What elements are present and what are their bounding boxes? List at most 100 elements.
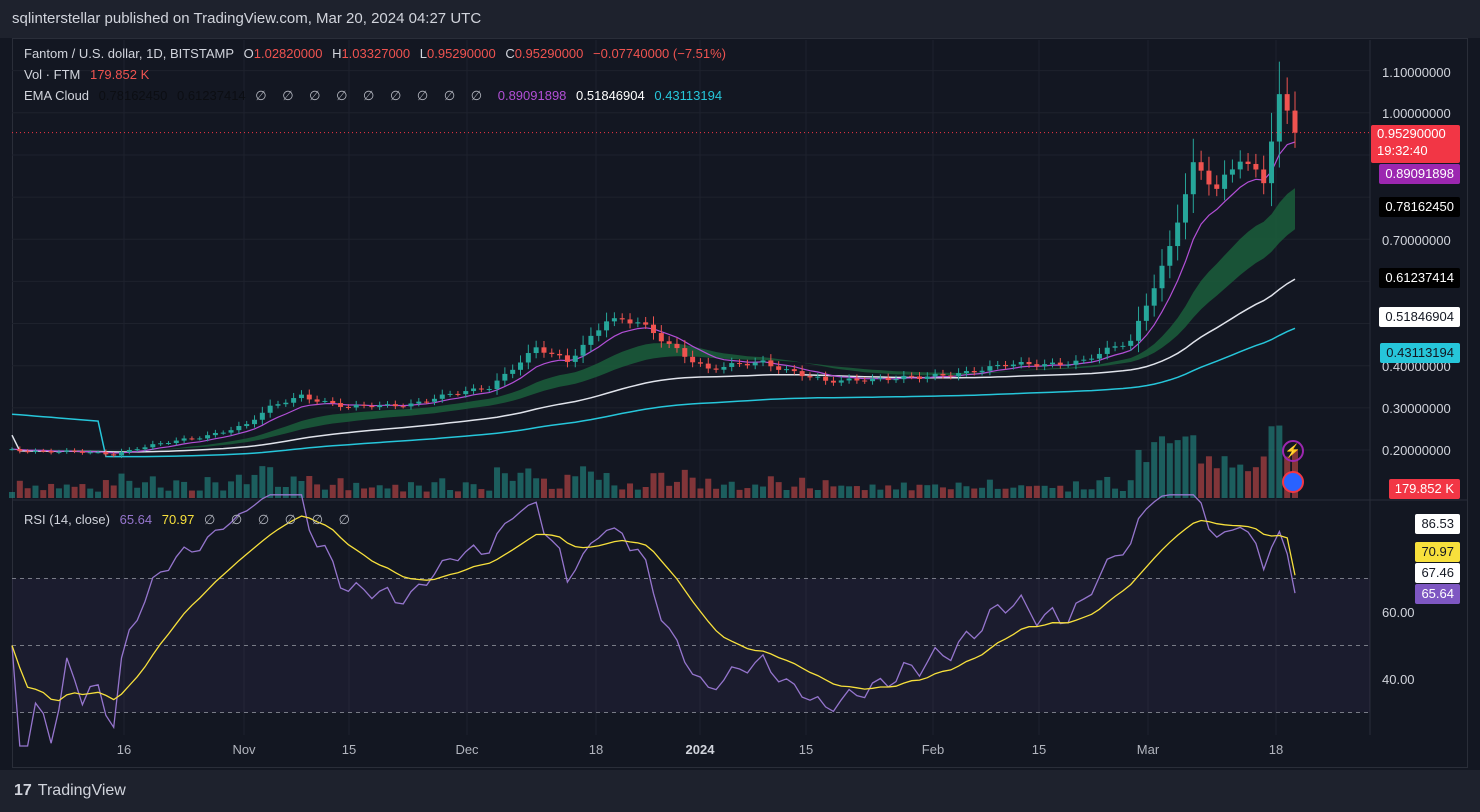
candle-body (690, 356, 696, 363)
candle-body (48, 451, 54, 453)
candle-body (729, 363, 735, 367)
candle-body (244, 424, 250, 427)
candle-body (431, 398, 437, 402)
volume-bar (274, 486, 281, 498)
x-tick-15-feb: 15 (1031, 742, 1047, 757)
volume-bar (548, 488, 555, 498)
volume-bar (1096, 480, 1103, 498)
candle-body (838, 380, 844, 383)
candle-body (1026, 361, 1032, 365)
volume-bar (736, 489, 743, 498)
volume-bar (95, 491, 102, 498)
candle-body (1089, 358, 1095, 360)
volume-bar (118, 473, 125, 498)
candle-body (862, 380, 868, 382)
volume-bar (32, 485, 39, 498)
candle-body (205, 435, 211, 439)
candle-body (604, 321, 610, 331)
volume-bar (1065, 491, 1072, 498)
candle-body (486, 389, 492, 391)
candle-body (1182, 194, 1188, 223)
ema-val-fast: 0.89091898 (497, 88, 567, 103)
candle-body (111, 454, 117, 456)
volume-bar (525, 468, 532, 498)
candle-body (1143, 305, 1149, 321)
lightning-icon[interactable]: ⚡ (1282, 440, 1304, 462)
volume-bar (204, 477, 211, 498)
candle-body (173, 440, 179, 444)
volume-bar (71, 486, 78, 498)
volume-bar (932, 484, 939, 498)
candle-body (557, 353, 563, 356)
us-flag-icon[interactable] (1282, 471, 1304, 493)
candle-body (1081, 359, 1087, 361)
candle-body (854, 378, 860, 381)
x-tick-2024: 2024 (685, 742, 715, 757)
price-tick-1.10: 1.10000000 (1382, 65, 1451, 80)
cloud-bottom-pill: 0.61237414 (1379, 268, 1460, 288)
volume-bar (384, 488, 391, 498)
volume-bar (16, 480, 23, 498)
volume-bar (893, 489, 900, 498)
candle-body (189, 438, 195, 440)
candle-body (345, 406, 351, 408)
volume-bar (173, 480, 180, 498)
candle-body (306, 394, 312, 400)
candle-body (314, 399, 320, 402)
candle-body (267, 405, 273, 413)
candle-body (361, 404, 367, 406)
volume-bar (337, 478, 344, 498)
close-value: 0.95290000 (514, 46, 584, 61)
rsi-ma-value: 70.97 (161, 512, 195, 527)
candle-body (752, 362, 758, 366)
volume-bar (1205, 456, 1212, 498)
candle-body (705, 363, 711, 369)
volume-bar (423, 491, 430, 498)
candle-body (564, 355, 570, 362)
candle-body (392, 404, 398, 407)
volume-bar (1237, 464, 1244, 498)
volume-bar (141, 482, 148, 498)
candle-body (40, 450, 46, 452)
low-value: 0.95290000 (427, 46, 496, 61)
volume-bar (290, 476, 297, 498)
volume-bar (321, 489, 328, 498)
candle-body (1096, 353, 1102, 359)
volume-bar (885, 485, 892, 498)
volume-bar (1159, 436, 1166, 498)
volume-bar (368, 487, 375, 498)
candle-body (627, 319, 633, 324)
close-label: C (505, 46, 515, 61)
volume-bar (220, 490, 227, 498)
volume-bar (1260, 456, 1267, 498)
candle-body (885, 377, 891, 381)
rsi-line (11, 494, 1296, 747)
candle-body (995, 364, 1001, 367)
candle-body (1222, 174, 1228, 189)
ema-white-line (11, 278, 1296, 453)
candle-body (721, 366, 727, 370)
candle-body (1269, 141, 1275, 184)
candle-body (909, 375, 915, 377)
candle-body (713, 368, 719, 370)
ema-label: EMA Cloud (24, 88, 90, 103)
candle-body (377, 405, 383, 408)
volume-bar (1229, 467, 1236, 498)
ema-legend: EMA Cloud 0.78162450 0.61237414 ∅ ∅ ∅ ∅ … (24, 88, 728, 104)
candle-body (1151, 288, 1157, 306)
candle-body (1214, 184, 1220, 189)
volume-bar (478, 489, 485, 498)
candle-body (416, 401, 422, 404)
candle-body (1253, 163, 1259, 170)
price-tick-0.20: 0.20000000 (1382, 443, 1451, 458)
volume-bar (1268, 426, 1275, 498)
volume-bar (267, 467, 274, 498)
candle-body (682, 348, 688, 357)
candle-body (674, 343, 680, 349)
volume-bar (314, 484, 321, 498)
candle-body (815, 376, 821, 378)
volume-bar (822, 480, 829, 498)
volume-bar (353, 482, 360, 498)
volume-bar (1190, 435, 1197, 498)
